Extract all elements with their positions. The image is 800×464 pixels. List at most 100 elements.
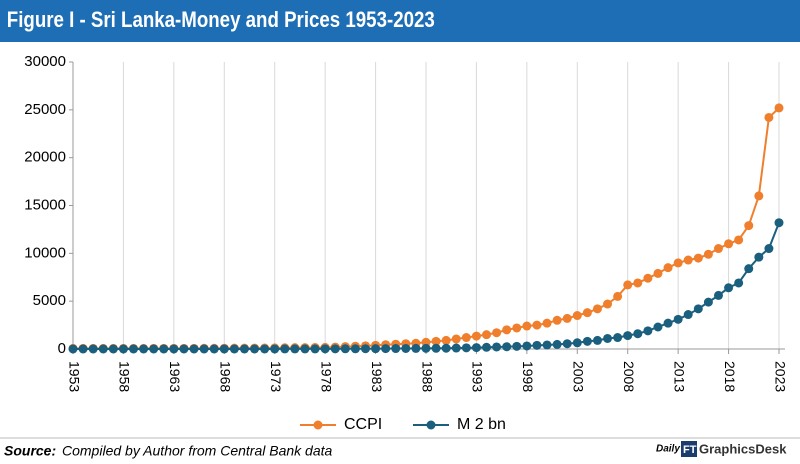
x-tick-label: 1953 bbox=[66, 361, 82, 392]
data-point bbox=[461, 343, 471, 353]
data-point bbox=[300, 344, 310, 354]
data-point bbox=[239, 344, 249, 354]
data-point bbox=[441, 343, 451, 353]
data-point bbox=[724, 239, 734, 249]
y-tick-label: 5000 bbox=[33, 292, 66, 309]
data-point bbox=[744, 264, 754, 274]
data-point bbox=[774, 218, 784, 228]
data-point bbox=[623, 280, 633, 290]
data-point bbox=[78, 344, 88, 354]
x-tick-label: 2003 bbox=[571, 361, 587, 392]
data-point bbox=[431, 336, 441, 346]
data-point bbox=[451, 343, 461, 353]
data-point bbox=[310, 344, 320, 354]
logo-text: GraphicsDesk bbox=[699, 441, 787, 456]
data-point bbox=[512, 341, 522, 351]
data-point bbox=[643, 326, 653, 336]
data-point bbox=[371, 344, 381, 354]
data-point bbox=[653, 268, 663, 278]
x-tick-label: 1993 bbox=[470, 361, 486, 392]
legend-label: M 2 bn bbox=[457, 416, 506, 433]
data-point bbox=[451, 334, 461, 344]
data-point bbox=[512, 323, 522, 333]
data-point bbox=[562, 313, 572, 323]
data-point bbox=[290, 344, 300, 354]
data-point bbox=[582, 308, 592, 318]
data-point bbox=[159, 344, 169, 354]
data-point bbox=[552, 315, 562, 325]
legend-label: CCPI bbox=[344, 416, 382, 433]
y-tick-label: 25000 bbox=[24, 101, 66, 118]
y-tick-label: 10000 bbox=[24, 244, 66, 261]
legend-marker bbox=[426, 420, 436, 430]
data-point bbox=[219, 344, 229, 354]
data-point bbox=[643, 273, 653, 283]
x-tick-label: 1998 bbox=[520, 361, 536, 392]
data-point bbox=[189, 344, 199, 354]
data-point bbox=[350, 344, 360, 354]
data-point bbox=[744, 221, 754, 231]
y-tick-label: 30000 bbox=[24, 53, 66, 70]
data-point bbox=[522, 341, 532, 351]
data-point bbox=[179, 344, 189, 354]
data-point bbox=[340, 344, 350, 354]
data-point bbox=[633, 329, 643, 339]
data-point bbox=[431, 343, 441, 353]
data-point bbox=[683, 255, 693, 265]
data-point bbox=[471, 343, 481, 353]
y-tick-label: 15000 bbox=[24, 196, 66, 213]
data-point bbox=[592, 335, 602, 345]
data-point bbox=[673, 314, 683, 324]
data-point bbox=[613, 333, 623, 343]
data-point bbox=[572, 338, 582, 348]
data-point bbox=[381, 344, 391, 354]
data-point bbox=[532, 320, 542, 330]
logo-ft: FT bbox=[683, 444, 697, 456]
data-point bbox=[653, 322, 663, 332]
data-point bbox=[471, 331, 481, 341]
y-tick-label: 20000 bbox=[24, 149, 66, 166]
x-tick-label: 2013 bbox=[671, 361, 687, 392]
data-point bbox=[754, 191, 764, 201]
data-point bbox=[542, 318, 552, 328]
data-point bbox=[703, 249, 713, 259]
data-point bbox=[421, 343, 431, 353]
data-point bbox=[613, 291, 623, 301]
y-tick-label: 0 bbox=[58, 340, 66, 357]
source-text: Compiled by Author from Central Bank dat… bbox=[62, 443, 332, 459]
data-point bbox=[270, 344, 280, 354]
data-point bbox=[250, 344, 260, 354]
x-tick-label: 1983 bbox=[369, 361, 385, 392]
data-point bbox=[492, 328, 502, 338]
data-point bbox=[734, 278, 744, 288]
data-point bbox=[582, 336, 592, 346]
data-point bbox=[502, 342, 512, 352]
data-point bbox=[280, 344, 290, 354]
x-tick-label: 1958 bbox=[117, 361, 133, 392]
data-point bbox=[603, 299, 613, 309]
title-bar bbox=[0, 0, 800, 42]
data-point bbox=[724, 283, 734, 293]
logo-daily: Daily bbox=[656, 444, 680, 455]
data-point bbox=[592, 304, 602, 314]
chart-title: Figure I - Sri Lanka-Money and Prices 19… bbox=[7, 8, 435, 32]
data-point bbox=[360, 344, 370, 354]
data-point bbox=[623, 331, 633, 341]
data-point bbox=[482, 342, 492, 352]
data-point bbox=[542, 340, 552, 350]
data-point bbox=[320, 344, 330, 354]
data-point bbox=[411, 343, 421, 353]
data-point bbox=[713, 244, 723, 254]
data-point bbox=[229, 344, 239, 354]
data-point bbox=[532, 340, 542, 350]
data-point bbox=[199, 344, 209, 354]
data-point bbox=[401, 343, 411, 353]
x-tick-label: 1963 bbox=[167, 361, 183, 392]
x-tick-label: 1988 bbox=[419, 361, 435, 392]
x-tick-label: 2018 bbox=[722, 361, 738, 392]
data-point bbox=[693, 304, 703, 314]
data-point bbox=[68, 344, 78, 354]
data-point bbox=[88, 344, 98, 354]
data-point bbox=[713, 290, 723, 300]
